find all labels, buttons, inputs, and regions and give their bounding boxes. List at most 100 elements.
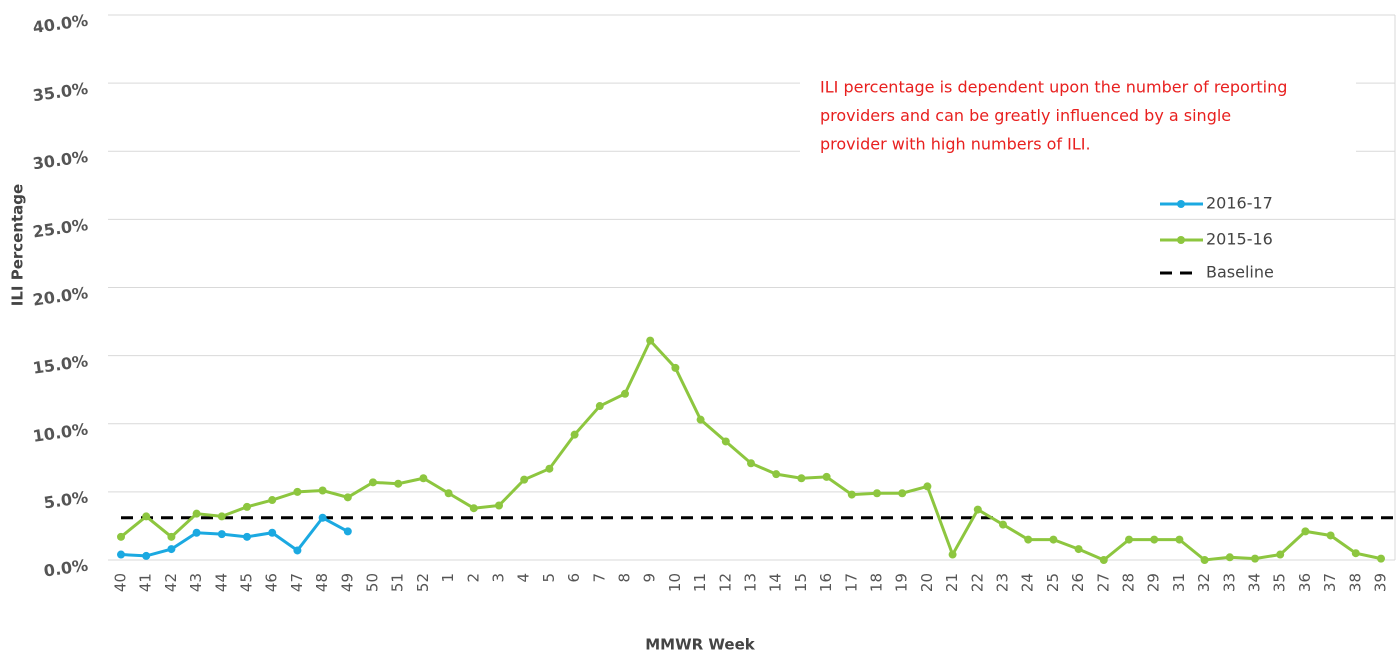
- x-tick-label: 52: [414, 573, 432, 592]
- x-tick-label: 19: [893, 573, 911, 592]
- point: [570, 430, 579, 439]
- x-tick-label: 28: [1120, 573, 1138, 592]
- x-tick-label: 50: [364, 573, 382, 592]
- legend-label: Baseline: [1206, 263, 1274, 282]
- x-tick-label: 14: [767, 573, 785, 592]
- x-tick-label: 23: [994, 573, 1012, 592]
- y-axis-title: ILI Percentage: [9, 184, 27, 306]
- point: [973, 505, 982, 514]
- point: [1251, 554, 1259, 563]
- point: [721, 437, 730, 446]
- point: [595, 402, 604, 411]
- point: [394, 479, 403, 488]
- point: [621, 389, 629, 398]
- x-tick-label: 18: [868, 573, 886, 592]
- x-tick-label: 31: [1170, 573, 1188, 592]
- x-tick-label: 24: [1019, 573, 1037, 592]
- x-tick-label: 46: [263, 573, 281, 592]
- x-tick-label: 25: [1044, 573, 1062, 592]
- y-tick-label: 20.0%: [32, 283, 90, 310]
- x-tick-label: 36: [1296, 573, 1314, 592]
- x-tick-label: 5: [540, 573, 558, 583]
- x-tick-label: 34: [1246, 573, 1264, 592]
- y-tick-label: 10.0%: [32, 419, 90, 446]
- point: [873, 489, 881, 498]
- x-tick-label: 12: [716, 573, 734, 592]
- point: [444, 489, 453, 498]
- series-line: [120, 337, 1382, 562]
- point: [1377, 554, 1385, 563]
- point: [1301, 527, 1310, 536]
- point: [142, 512, 151, 521]
- x-tick-label: 11: [691, 573, 709, 592]
- x-tick-label: 38: [1346, 573, 1364, 592]
- point: [696, 415, 705, 424]
- x-axis-title: MMWR Week: [645, 636, 756, 654]
- point: [217, 530, 226, 539]
- point: [167, 545, 176, 554]
- x-tick-label: 48: [313, 573, 331, 592]
- point: [898, 489, 907, 498]
- point: [192, 509, 201, 518]
- y-tick-label: 0.0%: [43, 556, 90, 581]
- point: [1099, 556, 1108, 564]
- point: [520, 475, 529, 484]
- point: [999, 520, 1007, 529]
- point: [772, 470, 781, 479]
- legend-swatch: [1177, 236, 1185, 244]
- x-tick-label: 26: [1069, 573, 1087, 592]
- x-tick-label: 13: [742, 573, 760, 592]
- x-tick-label: 15: [792, 573, 810, 592]
- x-tick-label: 43: [187, 573, 205, 592]
- point: [1125, 535, 1133, 544]
- x-tick-label: 6: [565, 573, 583, 583]
- point: [419, 474, 428, 483]
- y-tick-label: 5.0%: [43, 487, 90, 512]
- x-tick-label: 3: [490, 573, 508, 583]
- x-tick-label: 22: [968, 573, 986, 592]
- x-tick-label: 29: [1145, 573, 1163, 592]
- point: [268, 496, 277, 505]
- point: [822, 472, 831, 481]
- annotation: providers and can be greatly influenced …: [820, 106, 1231, 125]
- point: [1225, 553, 1234, 562]
- point: [318, 486, 327, 495]
- point: [469, 504, 478, 513]
- x-tick-label: 17: [842, 573, 860, 592]
- x-tick-label: 51: [389, 573, 407, 592]
- point: [1024, 535, 1033, 544]
- x-tick-label: 49: [338, 573, 356, 592]
- series-line: [120, 515, 349, 558]
- x-tick-label: 4: [515, 573, 533, 583]
- annotation: provider with high numbers of ILI.: [820, 135, 1091, 154]
- x-tick-label: 20: [918, 573, 936, 592]
- point: [747, 459, 755, 468]
- legend-swatch: [1177, 200, 1185, 208]
- x-tick-label: 41: [137, 573, 155, 592]
- point: [117, 532, 125, 541]
- x-tick-label: 8: [616, 573, 634, 583]
- point: [671, 363, 680, 372]
- y-tick-label: 15.0%: [32, 351, 90, 378]
- annotation: ILI percentage is dependent upon the num…: [820, 78, 1287, 97]
- point: [1175, 535, 1184, 544]
- point: [495, 501, 503, 510]
- point: [646, 336, 655, 345]
- x-tick-label: 45: [238, 573, 256, 592]
- x-tick-label: 32: [1195, 573, 1213, 592]
- y-tick-label: 35.0%: [32, 79, 90, 106]
- point: [318, 513, 327, 522]
- x-tick-label: 39: [1372, 573, 1390, 592]
- x-tick-label: 42: [162, 573, 180, 592]
- annotation-box: [800, 66, 1356, 166]
- point: [923, 482, 932, 491]
- point: [243, 532, 251, 541]
- point: [217, 512, 226, 521]
- point: [117, 550, 125, 559]
- y-tick-label: 40.0%: [32, 11, 90, 38]
- x-tick-label: 37: [1321, 573, 1339, 592]
- point: [1200, 556, 1209, 564]
- x-tick-label: 35: [1271, 573, 1289, 592]
- x-tick-label: 7: [590, 573, 608, 583]
